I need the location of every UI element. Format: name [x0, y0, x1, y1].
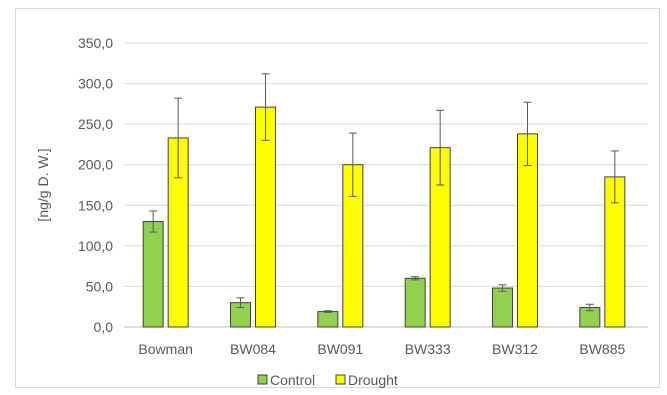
error-bar	[261, 73, 270, 141]
legend-item-drought: Drought	[335, 372, 398, 388]
legend-swatch	[257, 374, 268, 385]
error-bar	[436, 109, 445, 186]
legend-item-control: Control	[257, 372, 315, 388]
y-tick-label: 150,0	[78, 197, 113, 213]
error-bar	[610, 150, 619, 204]
x-tick-label: BW885	[579, 341, 625, 357]
x-tick-label: Bowman	[138, 341, 192, 357]
y-tick-label: 200,0	[78, 157, 113, 173]
y-tick-label: 50,0	[86, 278, 113, 294]
y-tick-label: 300,0	[78, 76, 113, 92]
legend-label: Drought	[348, 372, 398, 388]
bar-control	[317, 311, 339, 328]
error-bar	[236, 297, 245, 309]
y-axis-ticks: 0,0 50,0 100,0 150,0 200,0 250,0 300,0 350,0	[78, 35, 113, 335]
y-axis-title: [ng/g D. W.]	[35, 148, 51, 221]
error-bar	[149, 210, 158, 233]
bar-chart: 0,0 50,0 100,0 150,0 200,0 250,0 300,0 350,0 [n…	[35, 35, 648, 388]
error-bar	[411, 276, 420, 281]
bar-control	[142, 221, 164, 328]
legend-swatch	[335, 374, 346, 385]
error-bar	[348, 132, 357, 197]
legend-label: Control	[270, 372, 315, 388]
y-tick-label: 100,0	[78, 238, 113, 254]
bar-control	[404, 277, 426, 328]
error-bar	[498, 284, 507, 292]
x-tick-label: BW333	[405, 341, 451, 357]
error-bar	[585, 303, 594, 312]
x-tick-label: BW084	[230, 341, 276, 357]
bars	[142, 106, 626, 328]
gridlines	[124, 42, 648, 328]
y-tick-label: 350,0	[78, 35, 113, 51]
error-bar	[323, 310, 332, 313]
x-tick-label: BW091	[317, 341, 363, 357]
legend: Control Drought	[257, 372, 398, 388]
bar-control	[492, 287, 513, 328]
x-tick-label: BW312	[492, 341, 538, 357]
y-tick-label: 0,0	[94, 319, 114, 335]
x-axis-ticks: Bowman BW084 BW091 BW333 BW312 BW885	[138, 341, 625, 357]
error-bar	[174, 97, 183, 179]
error-bars	[149, 73, 619, 313]
chart-area: 0,0 50,0 100,0 150,0 200,0 250,0 300,0 350,0 [n…	[15, 8, 660, 388]
error-bar	[523, 101, 532, 167]
y-tick-label: 250,0	[78, 116, 113, 132]
